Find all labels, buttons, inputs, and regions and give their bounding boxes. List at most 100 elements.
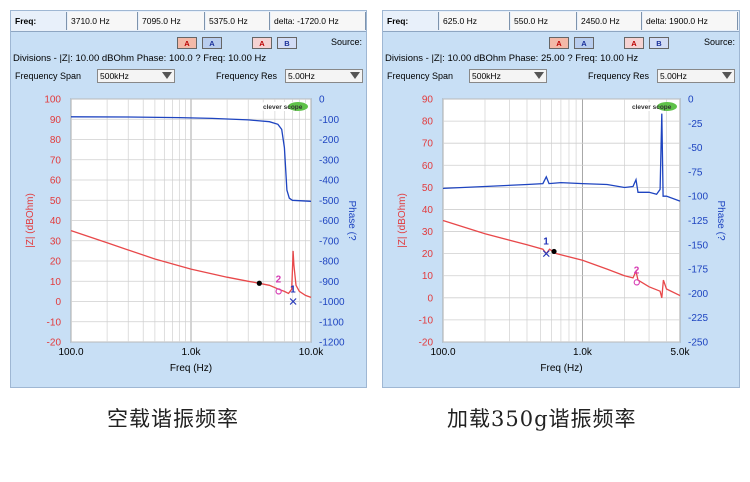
cursor-a-edit-button[interactable]: A <box>252 37 272 49</box>
freq-delta: delta: -1720.0 Hz <box>271 12 366 30</box>
x-tick-label: 10.0k <box>299 347 324 358</box>
y-right-tick-label: -125 <box>688 216 708 227</box>
source-label: Source: <box>330 37 362 47</box>
y-left-tick-label: -10 <box>47 317 62 328</box>
y-left-tick-label: 90 <box>422 95 434 106</box>
y-right-tick-label: -600 <box>319 216 339 227</box>
freq-cursor-1: 3710.0 Hz <box>68 12 138 30</box>
cursor-a-left-button[interactable]: A <box>177 37 197 49</box>
phase-series-line <box>442 113 681 202</box>
y-right-tick-label: -1200 <box>319 338 345 349</box>
y-left-tick-label: 10 <box>50 277 62 288</box>
cursor-a-edit-button[interactable]: A <box>624 37 644 49</box>
y-left-tick-label: 60 <box>422 161 434 172</box>
freq-label: Freq: <box>384 12 439 30</box>
y-right-tick-label: 0 <box>319 95 325 106</box>
x-tick-label: 100.0 <box>430 347 455 358</box>
logo-text: clever scope <box>632 104 672 111</box>
y-left-tick-label: 0 <box>427 293 433 304</box>
cursor-label: 2 <box>634 265 640 276</box>
x-tick-label: 1.0k <box>573 347 593 358</box>
freq-delta: delta: 1900.0 Hz <box>643 12 738 30</box>
frequency-readout: Freq: 3710.0 Hz 7095.0 Hz 5375.0 Hz delt… <box>11 11 366 32</box>
cursor-dot-marker <box>551 248 557 255</box>
freq-cursor-3: 5375.0 Hz <box>206 12 270 30</box>
frequency-span-select[interactable]: 500kHz <box>97 69 175 83</box>
frequency-span-label: Frequency Span <box>15 71 82 81</box>
y-right-tick-label: -900 <box>319 277 339 288</box>
y-right-tick-label: -800 <box>319 257 339 268</box>
y-left-tick-label: 100 <box>44 95 61 106</box>
frequency-res-label: Frequency Res <box>588 71 650 81</box>
freq-cursor-2: 550.0 Hz <box>511 12 577 30</box>
freq-cursor-2: 7095.0 Hz <box>139 12 205 30</box>
y-left-tick-label: 60 <box>50 176 62 187</box>
y-right-tick-label: -1100 <box>319 317 344 328</box>
cursor-o-marker <box>275 288 282 295</box>
phase-series-line <box>70 116 312 202</box>
cursor-label: 2 <box>276 274 282 285</box>
y-right-tick-label: -700 <box>319 236 339 247</box>
freq-cursor-3: 2450.0 Hz <box>578 12 642 30</box>
impedance-series-line <box>70 229 312 299</box>
cursor-x-marker <box>289 298 297 305</box>
cursor-b-edit-button[interactable]: B <box>649 37 669 49</box>
divisions-info: Divisions - |Z|: 10.00 dBOhm Phase: 25.0… <box>385 53 639 64</box>
y-left-tick-label: 40 <box>422 205 434 216</box>
chevron-down-icon <box>162 72 172 79</box>
y-right-tick-label: -150 <box>688 240 708 251</box>
y-right-tick-label: -500 <box>319 196 339 207</box>
cursor-a-right-button[interactable]: A <box>202 37 222 49</box>
analyzer-panel-loaded: Freq: 625.0 Hz 550.0 Hz 2450.0 Hz delta:… <box>382 10 740 388</box>
y-right-tick-label: -175 <box>688 265 708 276</box>
frequency-span-value: 500kHz <box>472 71 501 81</box>
analyzer-panel-unloaded: Freq: 3710.0 Hz 7095.0 Hz 5375.0 Hz delt… <box>10 10 367 388</box>
y-left-tick-label: -20 <box>419 338 434 349</box>
logo-text: clever scope <box>263 104 303 111</box>
y-left-tick-label: 30 <box>50 236 62 247</box>
frequency-res-select[interactable]: 5.00Hz <box>657 69 735 83</box>
y-right-tick-label: -200 <box>319 135 339 146</box>
cursor-label: 1 <box>290 285 296 296</box>
y-left-tick-label: -20 <box>47 338 62 349</box>
frequency-res-select[interactable]: 5.00Hz <box>285 69 363 83</box>
cursor-a-left-button[interactable]: A <box>549 37 569 49</box>
impedance-phase-chart: 100.0 1.0k 10.0k-20-1001020304050607080901… <box>25 95 357 375</box>
cursor-o-marker <box>633 279 640 286</box>
y-right-tick-label: -225 <box>688 313 708 324</box>
y-left-tick-label: 10 <box>422 271 434 282</box>
y-left-tick-label: 40 <box>50 216 62 227</box>
y-left-axis-title: |Z| (dBOhm) <box>397 193 408 248</box>
y-left-tick-label: 50 <box>422 183 434 194</box>
y-right-tick-label: -250 <box>688 338 708 349</box>
y-right-tick-label: -400 <box>319 176 339 187</box>
cursor-b-edit-button[interactable]: B <box>277 37 297 49</box>
x-axis-title: Freq (Hz) <box>170 363 212 374</box>
y-right-tick-label: -200 <box>688 289 708 300</box>
frequency-res-value: 5.00Hz <box>660 71 687 81</box>
cursor-a-right-button[interactable]: A <box>574 37 594 49</box>
caption-loaded: 加载350g谐振频率 <box>447 407 637 431</box>
frequency-span-select[interactable]: 500kHz <box>469 69 547 83</box>
x-axis-title: Freq (Hz) <box>540 363 582 374</box>
y-left-tick-label: 20 <box>50 257 62 268</box>
chevron-down-icon <box>722 72 732 79</box>
y-right-tick-label: -1000 <box>319 297 345 308</box>
y-left-tick-label: -10 <box>419 315 434 326</box>
y-left-tick-label: 80 <box>422 117 434 128</box>
y-right-axis-title: Phase (? <box>346 200 357 240</box>
caption-unloaded: 空载谐振频率 <box>107 407 239 431</box>
y-right-axis-title: Phase (? <box>715 200 726 240</box>
y-left-tick-label: 80 <box>50 135 62 146</box>
y-right-tick-label: -100 <box>688 192 708 203</box>
logo-swoosh <box>288 102 308 111</box>
x-tick-label: 100.0 <box>58 347 83 358</box>
y-left-tick-label: 50 <box>50 196 62 207</box>
cursor-x-marker <box>542 250 550 258</box>
frequency-span-value: 500kHz <box>100 71 129 81</box>
y-right-tick-label: -50 <box>688 143 703 154</box>
span-row: Frequency Span 500kHz Frequency Res 5.00… <box>385 68 737 86</box>
frequency-readout: Freq: 625.0 Hz 550.0 Hz 2450.0 Hz delta:… <box>383 11 739 32</box>
y-right-tick-label: -300 <box>319 155 339 166</box>
